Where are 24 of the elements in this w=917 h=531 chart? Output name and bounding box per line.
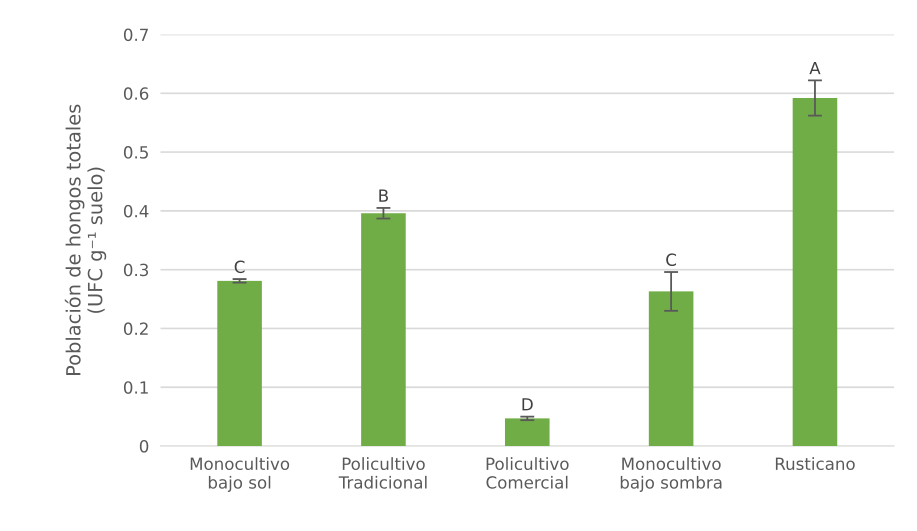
y-tick-label: 0.7 [124,28,148,42]
y-tick-label: 0 [140,440,148,453]
x-tick-label: Monocultivo bajo sol [190,457,290,492]
x-tick-label: Monocultivo bajo sombra [620,457,722,492]
y-axis-title: Población de hongos totales (UFC g⁻¹ suelo) [64,104,106,375]
x-tick-label: Policultivo Comercial [486,457,569,489]
annotation: D [522,398,533,410]
bar [217,280,262,446]
bar [504,418,550,446]
y-tick-label: 0.6 [124,87,148,100]
bar [792,98,838,446]
annotation: A [809,62,821,74]
x-tick-label: Rusticano [776,457,855,470]
y-tick-label: 0.1 [124,381,148,394]
y-tick-label: 0.4 [124,204,148,218]
annotation: B [379,190,388,202]
annotation: C [234,260,245,274]
x-tick-label: Policultivo Tradicional [338,457,427,489]
bar [648,291,694,446]
bar [361,213,406,446]
annotation: C [666,253,676,266]
y-tick-label: 0.3 [124,264,148,276]
y-tick-label: 0.5 [124,146,148,159]
y-tick-label: 0.2 [124,322,148,336]
